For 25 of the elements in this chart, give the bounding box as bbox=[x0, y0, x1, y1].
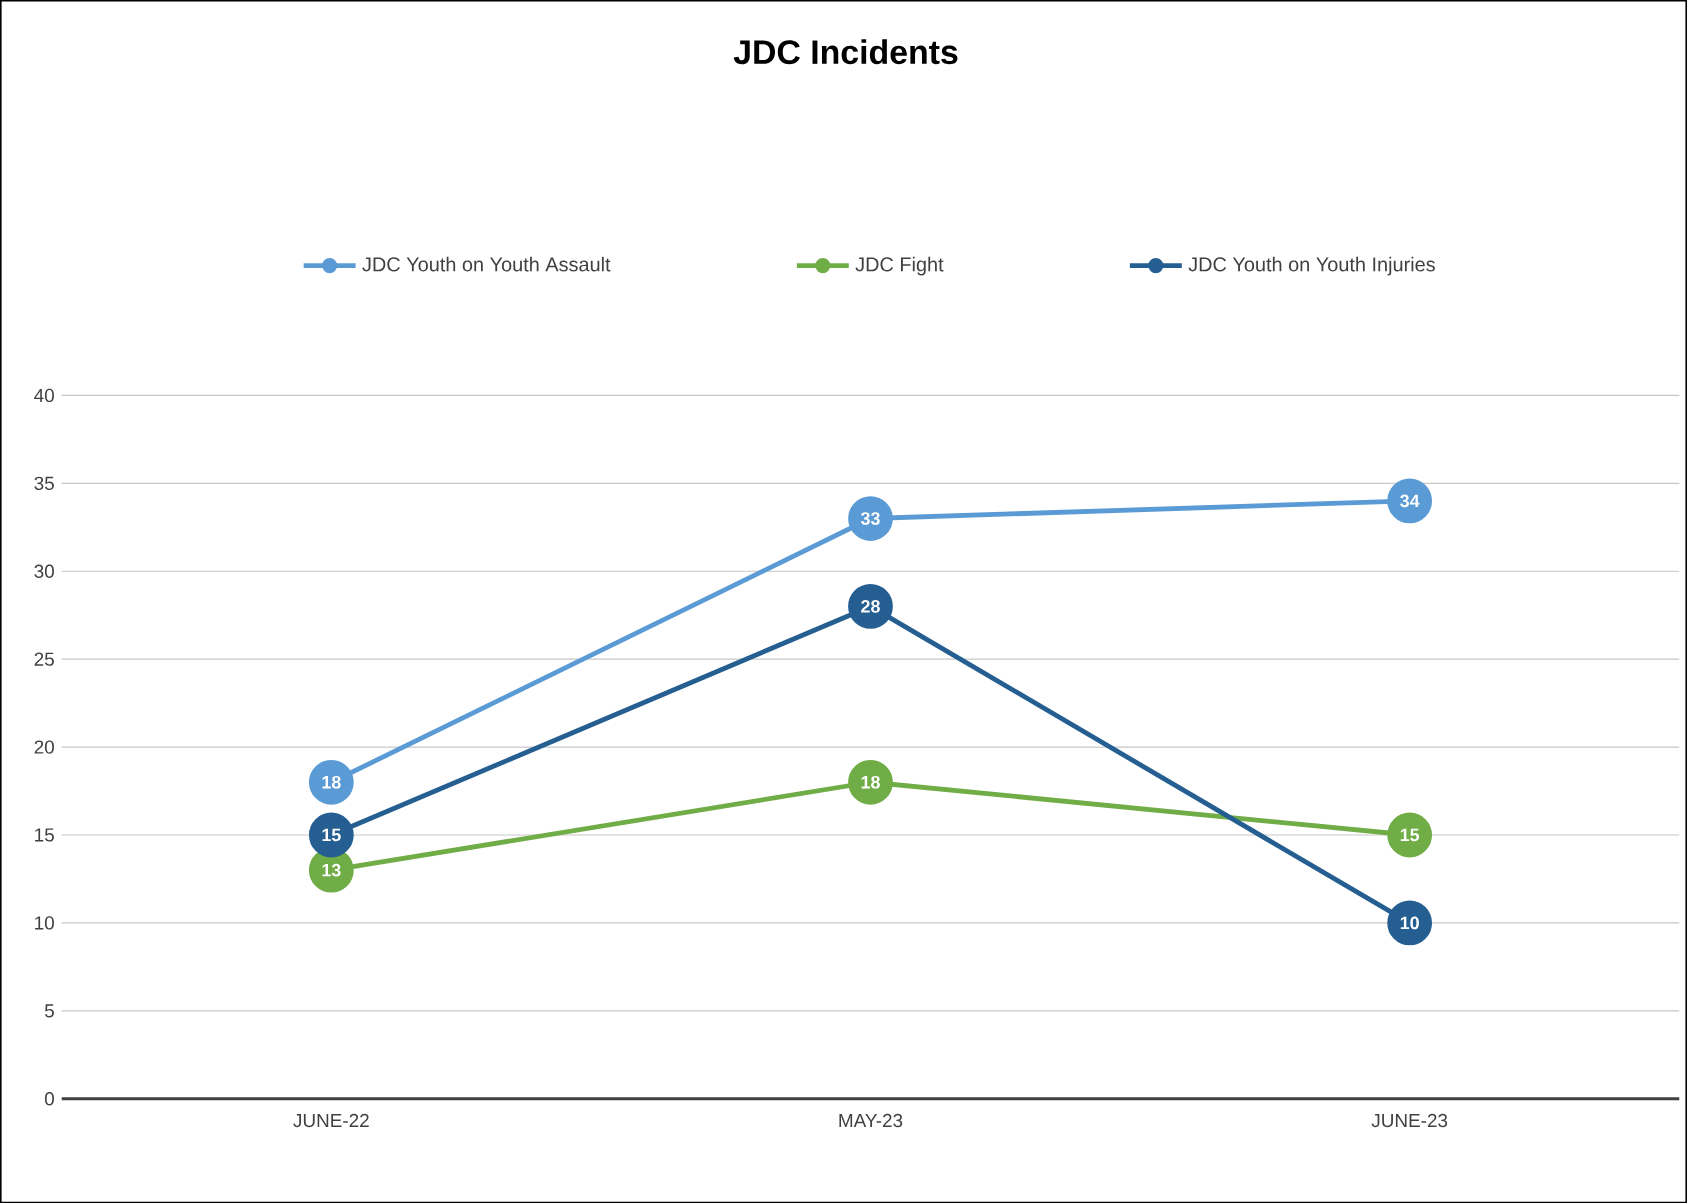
y-tick-label: 5 bbox=[44, 1004, 54, 1018]
y-tick-label: 15 bbox=[35, 828, 54, 842]
y-tick-label: 10 bbox=[35, 916, 54, 930]
data-label: 10 bbox=[1400, 916, 1419, 930]
y-tick-label: 20 bbox=[34, 740, 54, 754]
legend-label: JDC Fight bbox=[855, 256, 944, 276]
y-tick-label: 30 bbox=[34, 564, 54, 578]
x-tick-label: JUNE-22 bbox=[293, 1113, 369, 1127]
legend-label: JDC Youth on Youth Assault bbox=[362, 256, 611, 272]
data-label: 15 bbox=[1400, 828, 1420, 842]
x-tick-label: MAY-23 bbox=[839, 1113, 903, 1127]
data-label: 33 bbox=[860, 511, 880, 525]
data-label: 13 bbox=[322, 863, 341, 877]
y-tick-label: 25 bbox=[34, 652, 54, 666]
data-label: 18 bbox=[322, 775, 341, 789]
data-label: 18 bbox=[861, 775, 880, 789]
y-tick-label: 35 bbox=[34, 476, 54, 490]
x-tick-label: JUNE-23 bbox=[1371, 1113, 1448, 1127]
data-label: 28 bbox=[861, 599, 880, 613]
y-tick-label: 40 bbox=[34, 388, 54, 402]
legend-label: JDC Youth on Youth Injuries bbox=[1188, 256, 1435, 276]
data-label: 34 bbox=[1400, 494, 1420, 508]
chart-title: JDC Incidents bbox=[733, 39, 958, 64]
y-tick-label: 0 bbox=[44, 1091, 54, 1106]
data-label: 15 bbox=[322, 828, 341, 842]
